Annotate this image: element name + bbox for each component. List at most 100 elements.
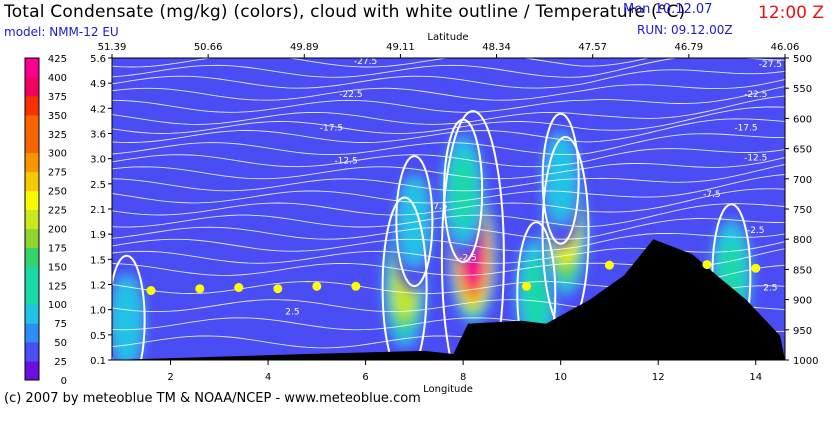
right-tick-label: 850 xyxy=(793,265,812,276)
colorbar: 0 25 50 75 100 125 150 175 200 225 250 275 300 325 350… xyxy=(24,54,67,387)
x-axis-label: Longitude xyxy=(423,384,473,395)
colorbar-label: 25 xyxy=(54,357,67,368)
top-tick-label: 46.06 xyxy=(771,42,800,53)
isotherm-label: -27.5 xyxy=(759,60,782,70)
isotherm-label: -27.5 xyxy=(354,57,377,67)
cloud-outline xyxy=(541,112,580,245)
colorbar-swatch xyxy=(25,285,39,305)
isotherm-label: -12.5 xyxy=(334,157,357,167)
pbl-marker xyxy=(702,260,712,270)
left-tick-label: 0.5 xyxy=(90,331,106,342)
top-tick-label: 49.11 xyxy=(386,42,415,53)
axes: 2 4 6 8 10 12 14 51.39 50.66 49.89 49.11 48.34 47.57… xyxy=(90,42,818,383)
cloud-outline xyxy=(440,110,505,360)
colorbar-label: 300 xyxy=(48,149,67,160)
left-tick-label: 3.6 xyxy=(90,130,106,141)
colorbar-label: 400 xyxy=(48,73,67,84)
colorbar-label: 275 xyxy=(48,168,67,179)
isotherm-line xyxy=(112,218,785,240)
x-tick-label: 12 xyxy=(652,372,665,383)
cloud-outline xyxy=(395,155,434,288)
left-tick-label: 1.2 xyxy=(90,281,106,292)
colorbar-label: 125 xyxy=(48,281,67,292)
pbl-marker xyxy=(751,263,761,273)
colorbar-swatch xyxy=(25,152,39,173)
left-tick-label: 4.9 xyxy=(90,79,106,90)
pbl-marker xyxy=(351,281,361,291)
isotherm-line xyxy=(112,174,785,204)
isotherm-line xyxy=(112,118,785,143)
colorbar-label: 325 xyxy=(48,130,67,141)
colorbar-swatch xyxy=(25,323,39,343)
isotherm-label: -22.5 xyxy=(339,90,362,100)
isotherm-line xyxy=(112,188,785,216)
cloud-outline xyxy=(112,254,146,360)
x-tick-label: 8 xyxy=(460,372,466,383)
isotherm-label: -7.5 xyxy=(703,190,721,200)
top-tick-label: 51.39 xyxy=(98,42,127,53)
colorbar-label: 350 xyxy=(48,111,67,122)
condensate-cell xyxy=(112,250,151,360)
right-tick-label: 650 xyxy=(793,145,812,156)
isotherm-line xyxy=(112,69,785,89)
right-tick-label: 550 xyxy=(793,84,812,95)
left-tick-label: 2.5 xyxy=(90,180,106,191)
colorbar-swatch xyxy=(25,304,39,324)
pbl-marker xyxy=(312,281,322,291)
colorbar-label: 50 xyxy=(54,338,67,349)
x-tick-label: 14 xyxy=(749,372,762,383)
pbl-marker xyxy=(234,283,244,293)
right-tick-label: 800 xyxy=(793,235,812,246)
cloud-outline xyxy=(516,221,557,360)
run-label: RUN: 09.12.00Z xyxy=(637,23,733,37)
isotherm-label: -17.5 xyxy=(320,123,343,133)
right-tick-label: 600 xyxy=(793,114,812,125)
left-tick-label: 2.1 xyxy=(90,205,106,216)
isotherm-line xyxy=(112,79,785,101)
right-tick-label: 750 xyxy=(793,205,812,216)
model-label: model: NMM-12 EU xyxy=(4,25,119,39)
colorbar-label: 375 xyxy=(48,92,67,103)
isotherm-line xyxy=(112,95,785,125)
colorbar-swatch xyxy=(25,95,39,116)
colorbar-label: 250 xyxy=(48,187,67,198)
pbl-marker xyxy=(273,284,283,294)
pbl-marker xyxy=(522,281,532,291)
terrain-profile xyxy=(112,239,785,360)
left-tick-label: 4.2 xyxy=(90,104,106,115)
isotherm-label: -2.5 xyxy=(459,253,477,263)
isotherm-line xyxy=(112,203,785,228)
left-tick-label: 5.6 xyxy=(90,54,106,65)
isotherm-line xyxy=(112,164,785,192)
isotherm-label: -12.5 xyxy=(744,154,767,164)
cloud-outline xyxy=(443,118,484,264)
colorbar-swatch xyxy=(25,58,39,78)
pbl-marker xyxy=(604,260,614,270)
right-tick-label: 700 xyxy=(793,175,812,186)
pbl-layer xyxy=(146,260,761,296)
x-tick-label: 2 xyxy=(167,372,173,383)
colorbar-label: 100 xyxy=(48,300,67,311)
isotherm-line xyxy=(112,85,785,113)
colorbar-label: 0 xyxy=(61,376,67,387)
colorbar-label: 425 xyxy=(48,54,67,65)
isotherm-line xyxy=(112,148,785,168)
isotherm-label-layer: -27.5 -22.5 -17.5 -12.5 -7.5 -2.5 2.5 -27.5 -22.… xyxy=(285,57,782,318)
colorbar-swatch xyxy=(25,76,39,97)
colorbar-swatch xyxy=(25,133,39,154)
isotherm-label: 2.5 xyxy=(285,308,299,318)
colorbar-swatch xyxy=(25,190,39,211)
terrain-layer xyxy=(112,239,785,360)
colorbar-swatch xyxy=(25,171,39,192)
top-tick-label: 49.89 xyxy=(290,42,319,53)
colorbar-swatch xyxy=(25,266,39,286)
valid-time: Mon 10.12.07 xyxy=(623,2,713,17)
condensate-cell xyxy=(390,151,439,292)
isotherm-line xyxy=(112,157,785,180)
isotherm-label: -7.5 xyxy=(430,202,448,212)
isotherm-line xyxy=(112,58,785,78)
left-tick-label: 3.0 xyxy=(90,155,106,166)
x-tick-label: 4 xyxy=(265,372,271,383)
left-tick-label: 0.1 xyxy=(90,356,106,367)
isotherm-line xyxy=(112,232,785,252)
